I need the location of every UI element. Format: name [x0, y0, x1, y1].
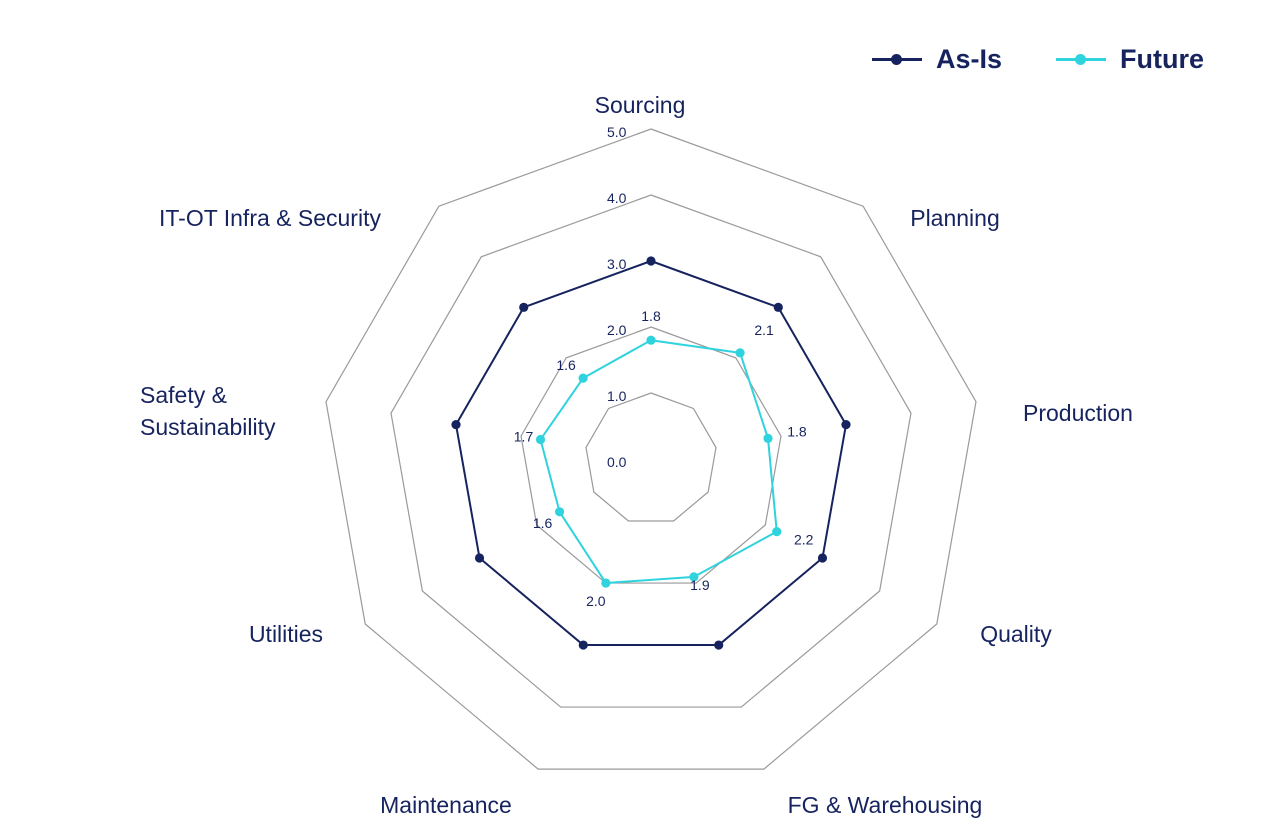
- axis-label: FG & Warehousing: [788, 792, 983, 818]
- series-point: [601, 578, 611, 588]
- grid-ring: [520, 326, 782, 584]
- data-label: 2.2: [794, 532, 814, 548]
- series-line-future: [539, 339, 778, 585]
- grid-ring: [585, 392, 717, 522]
- grid-ring: [390, 194, 912, 708]
- series-point: [519, 302, 529, 312]
- legend-item-future: Future: [1056, 44, 1204, 75]
- axis-label: Production: [1023, 400, 1133, 426]
- series-point: [714, 640, 724, 650]
- data-label: 1.6: [556, 357, 576, 373]
- series-point: [578, 373, 588, 383]
- series-point: [735, 348, 745, 358]
- data-label: 1.7: [514, 429, 534, 445]
- legend-item-as-is: As-Is: [871, 44, 1002, 75]
- grid-ring: [325, 128, 977, 770]
- data-label: 1.8: [641, 308, 661, 324]
- data-label: 1.6: [533, 515, 553, 531]
- axis-label: Quality: [980, 621, 1052, 647]
- axis-label: Planning: [910, 205, 1000, 231]
- data-label: 1.9: [690, 577, 710, 593]
- series-line-as-is: [455, 260, 847, 647]
- series-point: [773, 302, 783, 312]
- axis-label: Utilities: [249, 621, 323, 647]
- tick-label: 1.0: [607, 388, 627, 404]
- series-point: [451, 420, 461, 430]
- series-point: [578, 640, 588, 650]
- axis-label: IT-OT Infra & Security: [159, 205, 381, 231]
- data-label: 2.0: [586, 593, 606, 609]
- series-point: [646, 256, 656, 266]
- legend-swatch-future: [1056, 54, 1106, 65]
- axis-label: Safety & Sustainability: [140, 382, 276, 440]
- legend: As-Is Future: [871, 44, 1204, 75]
- legend-label-future: Future: [1120, 44, 1204, 74]
- tick-label: 2.0: [607, 322, 627, 338]
- series-point: [689, 572, 699, 582]
- series-point: [763, 433, 773, 443]
- legend-label-as-is: As-Is: [935, 44, 1002, 74]
- axis-label: Sourcing: [595, 92, 686, 118]
- tick-label: 3.0: [607, 256, 627, 272]
- series-point: [646, 335, 656, 345]
- data-label: 2.1: [754, 322, 774, 338]
- tick-label: 5.0: [607, 124, 627, 140]
- legend-swatch-as-is: [871, 54, 922, 65]
- series-point: [817, 553, 828, 563]
- series-point: [474, 553, 485, 563]
- series-point: [554, 507, 565, 517]
- series-point: [772, 527, 782, 537]
- series-point: [535, 434, 546, 445]
- data-label: 1.8: [787, 423, 807, 439]
- series-point: [841, 420, 851, 430]
- tick-label: 0.0: [607, 454, 627, 470]
- axis-label: Maintenance: [380, 792, 512, 818]
- tick-label: 4.0: [607, 190, 627, 206]
